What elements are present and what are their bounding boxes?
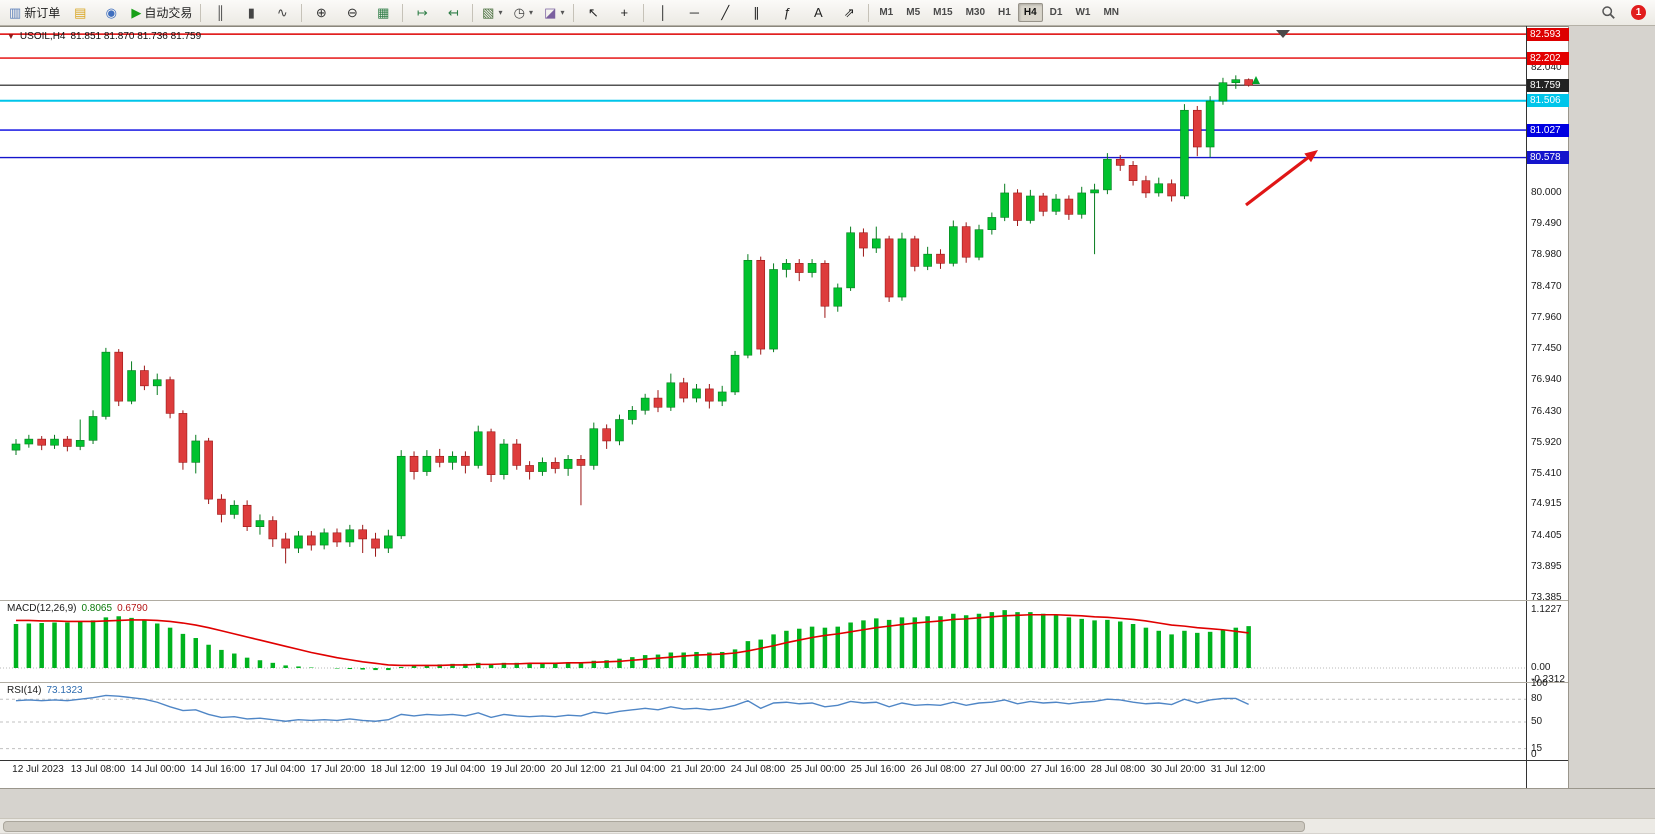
tile-windows-icon: ▦ [377,5,390,20]
trendline-button[interactable]: ╱ [710,2,740,24]
new-order-button[interactable]: ▥ 新订单 [5,2,64,24]
cursor-button[interactable]: ↖ [578,2,608,24]
zoom-in-button[interactable]: ⊕ [306,2,336,24]
trendline-icon: ╱ [721,5,730,20]
horizontal-line-icon: ─ [689,5,699,20]
candles-layer [11,75,1253,564]
periods-button[interactable]: ◷ ▾ [508,2,538,24]
fibonacci-button[interactable]: ƒ [772,2,802,24]
arrows-icon: ⇗ [843,5,855,20]
line-chart-button[interactable]: ∿ [267,2,297,24]
chart-shift-button[interactable]: ↤ [438,2,468,24]
line-chart-icon: ∿ [276,5,288,20]
caret-down-icon: ▾ [528,8,533,17]
fibonacci-icon: ƒ [783,5,791,20]
timeframe-m1-button[interactable]: M1 [879,7,894,18]
timeframe-d1-button[interactable]: D1 [1049,7,1063,18]
toolbar-separator [868,3,870,22]
templates-icon: ◪ [544,5,557,20]
scrollbar-thumb[interactable] [3,821,1305,832]
trend-arrow-line [1245,153,1313,207]
timeframe-mn-button[interactable]: MN [1103,7,1119,18]
annotations-layer[interactable] [1245,30,1318,207]
horizontal-lines-layer[interactable] [0,33,1526,159]
quotes-icon-icon: ▤ [74,5,87,20]
trend-arrow-head [1304,150,1318,163]
chart-shift-marker [1276,30,1290,38]
zoom-in-icon: ⊕ [315,5,327,20]
horizontal-line-button[interactable]: ─ [679,2,709,24]
trade-marker-icon [1252,76,1260,84]
new-chart-button[interactable]: ▧ ▾ [477,2,507,24]
toolbar-separator [573,3,575,22]
community-icon-icon: ◉ [105,5,117,20]
new-order-icon: ▥ [9,5,22,20]
main-toolbar: ▥ 新订单 ▤ ◉ ▶ 自动交易 ║ ▮ ∿ ⊕ ⊖ ▦ ↦ ↤ ▧ ▾ ◷ ▾ ◪ ▾ ↖ + │ ─ ╱ ∥ ƒ A ⇗ M1 M5 M… [0,0,1655,26]
autotrading-icon: ▶ [131,5,142,20]
timeframe-m15-button[interactable]: M15 [933,7,953,18]
templates-button[interactable]: ◪ ▾ [539,2,569,24]
search-button[interactable] [1593,2,1623,24]
new-chart-icon: ▧ [482,5,495,20]
notification-badge[interactable]: 1 [1631,5,1646,20]
auto-scroll-button[interactable]: ↦ [407,2,437,24]
equidistant-channel-button[interactable]: ∥ [741,2,771,24]
periods-icon: ◷ [513,5,525,20]
new-order-button-label: 新订单 [24,6,61,20]
timeframe-h4-button[interactable]: H4 [1017,3,1043,22]
candlestick-chart-button[interactable]: ▮ [236,2,266,24]
arrows-button[interactable]: ⇗ [834,2,864,24]
horizontal-scrollbar[interactable] [0,818,1655,833]
toolbar-separator [301,3,303,22]
bar-chart-button[interactable]: ║ [205,2,235,24]
timeframe-m30-button[interactable]: M30 [965,7,986,18]
toolbar-separator [643,3,645,22]
equidistant-channel-icon: ∥ [753,5,760,20]
macd-layer [0,610,1526,671]
text-button[interactable]: A [803,2,833,24]
community-icon[interactable]: ◉ [96,2,126,24]
caret-down-icon: ▾ [560,8,565,17]
auto-scroll-icon: ↦ [416,5,428,20]
rsi-layer [0,694,1526,750]
autotrading-button-label: 自动交易 [144,6,193,20]
crosshair-icon: + [620,5,629,20]
search-icon [1601,6,1615,19]
toolbar-separator [200,3,202,22]
toolbar-separator [472,3,474,22]
tile-windows-button[interactable]: ▦ [368,2,398,24]
text-icon: A [813,5,823,20]
timeframe-m5-button[interactable]: M5 [906,7,921,18]
candlestick-chart-icon: ▮ [247,5,255,20]
timeframe-w1-button[interactable]: W1 [1075,7,1091,18]
toolbar-separator [402,3,404,22]
zoom-out-icon: ⊖ [346,5,358,20]
crosshair-button[interactable]: + [609,2,639,24]
vertical-line-icon: │ [659,5,668,20]
caret-down-icon: ▾ [498,8,503,17]
panel-frames [0,26,1655,789]
quotes-icon[interactable]: ▤ [65,2,95,24]
chart-shift-icon: ↤ [447,5,459,20]
timeframe-h1-button[interactable]: H1 [998,7,1011,18]
autotrading-button[interactable]: ▶ 自动交易 [127,2,196,24]
bar-chart-icon: ║ [215,5,225,20]
zoom-out-button[interactable]: ⊖ [337,2,367,24]
cursor-icon: ↖ [587,5,599,20]
vertical-line-button[interactable]: │ [648,2,678,24]
